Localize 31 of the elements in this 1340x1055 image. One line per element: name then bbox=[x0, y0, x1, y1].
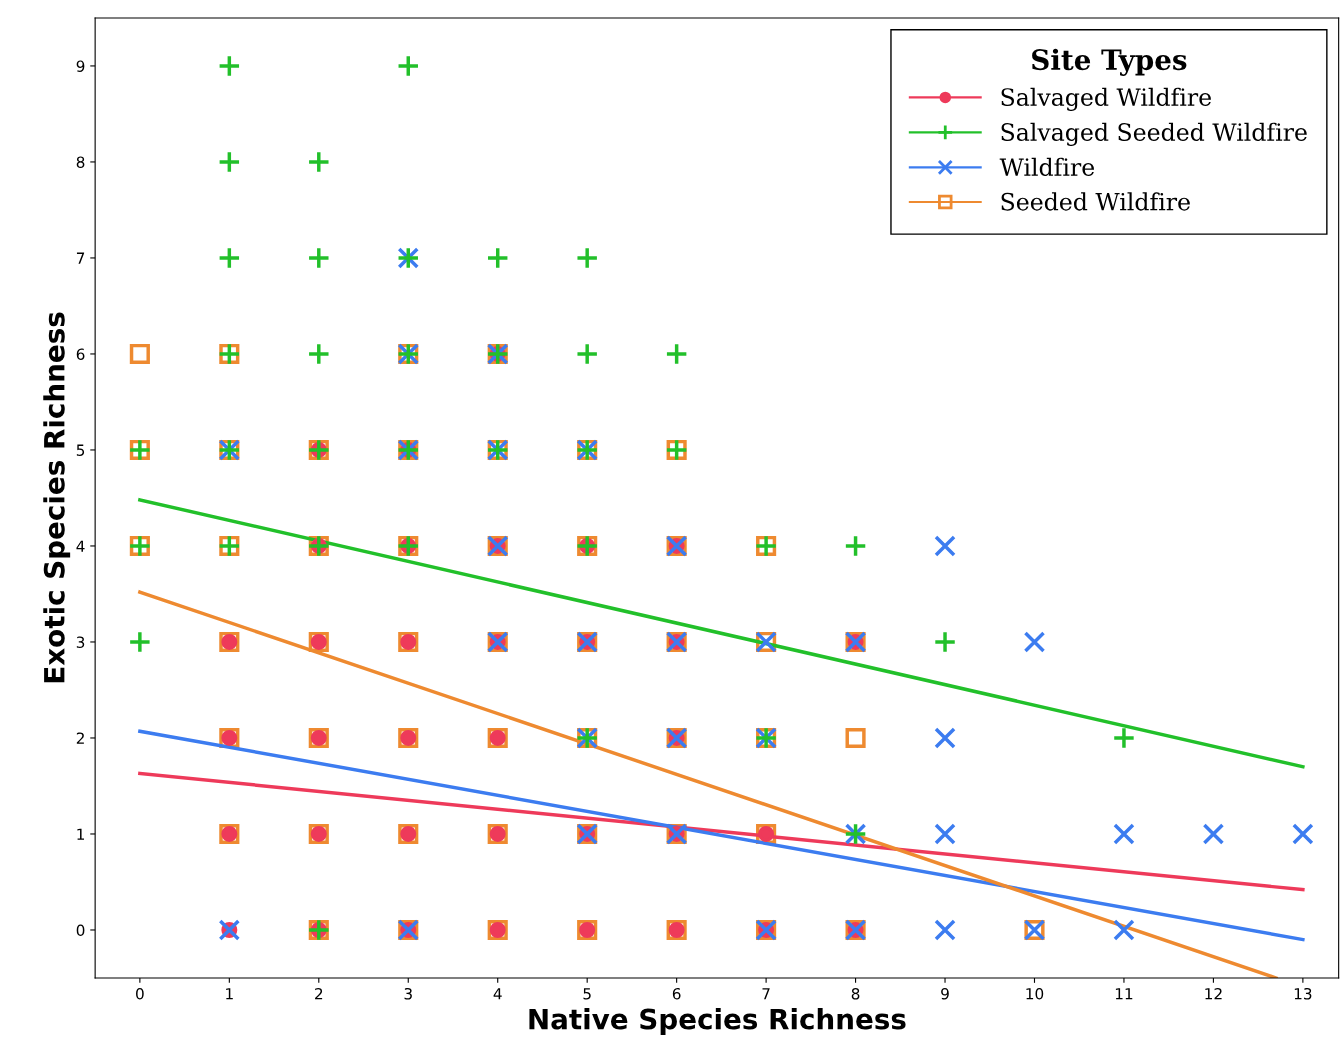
x-tick-label: 12 bbox=[1205, 987, 1222, 1000]
y-tick-label: 1 bbox=[77, 828, 85, 840]
y-tick-label: 0 bbox=[76, 924, 85, 936]
x-tick-label: 5 bbox=[583, 988, 591, 1000]
x-tick-label: 2 bbox=[315, 987, 323, 1000]
x-tick-label: 0 bbox=[136, 987, 144, 1000]
x-tick-label: 4 bbox=[493, 988, 502, 1000]
legend-label: Salvaged Wildfire bbox=[1001, 87, 1211, 111]
legend-title: Site Types bbox=[1032, 48, 1187, 76]
x-tick-label: 1 bbox=[226, 988, 233, 1000]
x-tick-label: 3 bbox=[404, 987, 412, 1000]
y-tick-label: 8 bbox=[76, 156, 85, 168]
y-tick-label: 6 bbox=[76, 348, 85, 360]
y-tick-label: 9 bbox=[76, 60, 85, 72]
x-tick-label: 7 bbox=[762, 988, 770, 1000]
y-tick-label: 5 bbox=[76, 444, 85, 456]
y-axis-title: Exotic Species Richness bbox=[43, 312, 71, 683]
y-tick-label: 2 bbox=[76, 732, 84, 744]
x-axis-title: Native Species Richness bbox=[529, 1008, 906, 1035]
x-tick-label: 13 bbox=[1294, 987, 1312, 1000]
y-tick-label: 4 bbox=[76, 540, 85, 552]
y-tick-label: 7 bbox=[76, 252, 85, 264]
x-tick-label: 10 bbox=[1026, 987, 1044, 1000]
x-tick-label: 11 bbox=[1115, 988, 1133, 1000]
x-tick-label: 8 bbox=[851, 987, 860, 1000]
legend-label: Seeded Wildfire bbox=[1001, 192, 1190, 211]
x-tick-label: 9 bbox=[941, 987, 949, 1000]
y-tick-label: 3 bbox=[76, 636, 85, 648]
x-tick-label: 6 bbox=[672, 987, 681, 1000]
legend-label: Wildfire bbox=[999, 157, 1095, 176]
legend-label: Salvaged Seeded Wildfire bbox=[1001, 122, 1307, 146]
